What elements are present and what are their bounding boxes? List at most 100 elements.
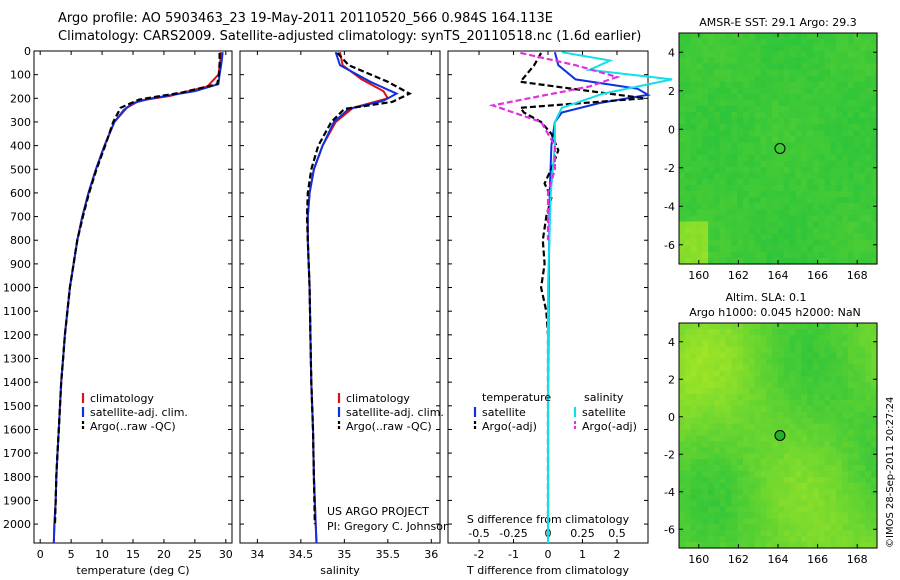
map-cell (778, 160, 785, 168)
map-cell (690, 45, 698, 52)
map-cell (801, 69, 808, 77)
map-cell (842, 209, 849, 216)
map-cell (812, 130, 820, 137)
map-cell (760, 447, 767, 454)
map-cell (696, 340, 703, 348)
map-cell (713, 112, 721, 119)
map-cell (807, 340, 814, 348)
map-cell (679, 453, 686, 460)
map-cell (737, 154, 744, 162)
map-cell (690, 105, 698, 113)
map-cell (801, 172, 808, 180)
map-cell (783, 160, 791, 168)
map-cell (684, 166, 692, 174)
map-cell (871, 257, 878, 265)
map-cell (719, 99, 727, 107)
map-cell (702, 245, 709, 253)
map-cell (754, 394, 762, 401)
map-cell (679, 364, 686, 371)
map-cell (684, 536, 692, 543)
map-cell (737, 33, 744, 40)
map-cell (812, 459, 820, 466)
map-cell (865, 233, 872, 241)
map-cell (859, 233, 866, 241)
map-cell (842, 364, 849, 371)
map-cell (748, 51, 756, 58)
map-cell (778, 512, 785, 519)
map-cell (853, 411, 861, 419)
map-cell (772, 160, 779, 168)
map-cell (748, 57, 756, 64)
map-cell (679, 323, 686, 330)
map-cell (778, 148, 785, 156)
map-cell (690, 370, 698, 377)
map-cell (830, 227, 837, 235)
map-cell (783, 245, 791, 253)
map-cell (812, 429, 820, 437)
map-cell (731, 376, 738, 383)
map-cell (859, 530, 866, 537)
map-cell (766, 352, 773, 360)
map-cell (684, 257, 692, 265)
map-cell (865, 191, 872, 198)
map-cell (824, 506, 832, 514)
map-cell (871, 453, 878, 460)
map-cell (731, 542, 738, 549)
map-cell (708, 453, 715, 460)
map-cell (795, 506, 802, 514)
map-cell (807, 239, 814, 247)
map-cell (801, 376, 808, 383)
map-cell (748, 69, 756, 77)
map-cell (684, 209, 692, 216)
map-cell (725, 465, 733, 472)
map-cell (766, 323, 773, 330)
map-cell (690, 136, 698, 144)
map-cell (702, 227, 709, 235)
map-cell (743, 323, 750, 330)
map-cell (853, 154, 861, 162)
map-cell (731, 160, 738, 168)
map-cell (702, 500, 709, 508)
map-cell (807, 524, 814, 531)
map-cell (748, 512, 756, 519)
map-cell (772, 518, 779, 525)
map-cell (812, 447, 820, 454)
map-cell (847, 459, 855, 466)
map-cell (795, 488, 802, 496)
map-cell (824, 130, 832, 137)
map-cell (778, 500, 785, 508)
map-cell (766, 257, 773, 265)
map-cell (766, 423, 773, 431)
map-cell (812, 257, 820, 265)
map-cell (865, 178, 872, 186)
map-cell (801, 154, 808, 162)
map-cell (778, 112, 785, 119)
map-cell (760, 197, 767, 204)
map-cell (847, 500, 855, 508)
map-cell (760, 459, 767, 466)
map-cell (818, 112, 826, 119)
map-cell (696, 388, 703, 395)
y-tick-label: -2 (664, 162, 675, 175)
map-cell (719, 394, 727, 401)
map-cell (684, 453, 692, 460)
map-cell (807, 160, 814, 168)
map-cell (748, 45, 756, 52)
map-cell (859, 112, 866, 119)
map-cell (812, 221, 820, 229)
map-cell (830, 328, 837, 336)
map-cell (684, 370, 692, 377)
map-cell (836, 494, 843, 502)
map-cell (713, 358, 721, 366)
map-cell (766, 136, 773, 144)
map-cell (684, 364, 692, 371)
map-cell (731, 233, 738, 241)
map-cell (789, 399, 797, 407)
map-cell (783, 370, 791, 377)
map-cell (824, 136, 832, 144)
legend-label: Argo(..raw -QC) (90, 420, 176, 433)
map-cell (778, 364, 785, 371)
map-cell (865, 476, 872, 484)
panel-temperature: 0100200300400500600700800900100011001200… (3, 45, 233, 577)
map-cell (725, 459, 733, 466)
